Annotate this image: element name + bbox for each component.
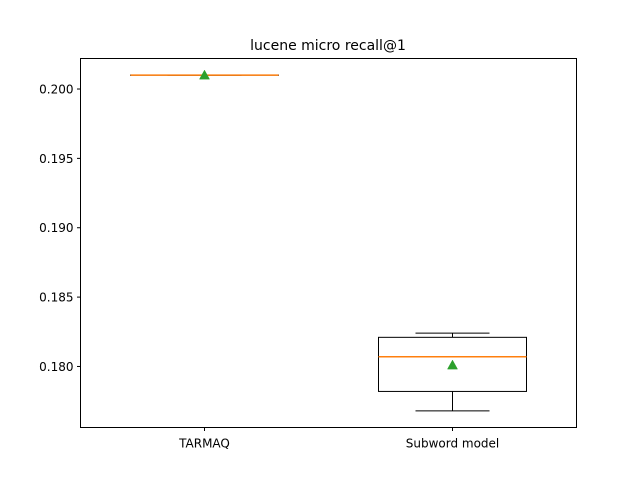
y-tick-label: 0.195 <box>39 152 73 166</box>
y-tick-label: 0.190 <box>39 221 73 235</box>
chart-title: lucene micro recall@1 <box>250 38 406 54</box>
x-tick-label: Subword model <box>406 437 500 451</box>
y-tick-label: 0.200 <box>39 83 73 97</box>
x-tick-label: TARMAQ <box>178 437 230 451</box>
y-tick-label: 0.185 <box>39 291 73 305</box>
box <box>378 336 527 392</box>
mean-marker <box>447 359 458 370</box>
axes: 0.180 0.185 0.190 0.195 0.200 TARMAQ Subword m… <box>39 83 499 451</box>
y-tick-label: 0.180 <box>39 360 73 374</box>
mean-marker <box>199 69 210 80</box>
axes-frame <box>80 58 577 428</box>
plot-area <box>130 69 527 412</box>
